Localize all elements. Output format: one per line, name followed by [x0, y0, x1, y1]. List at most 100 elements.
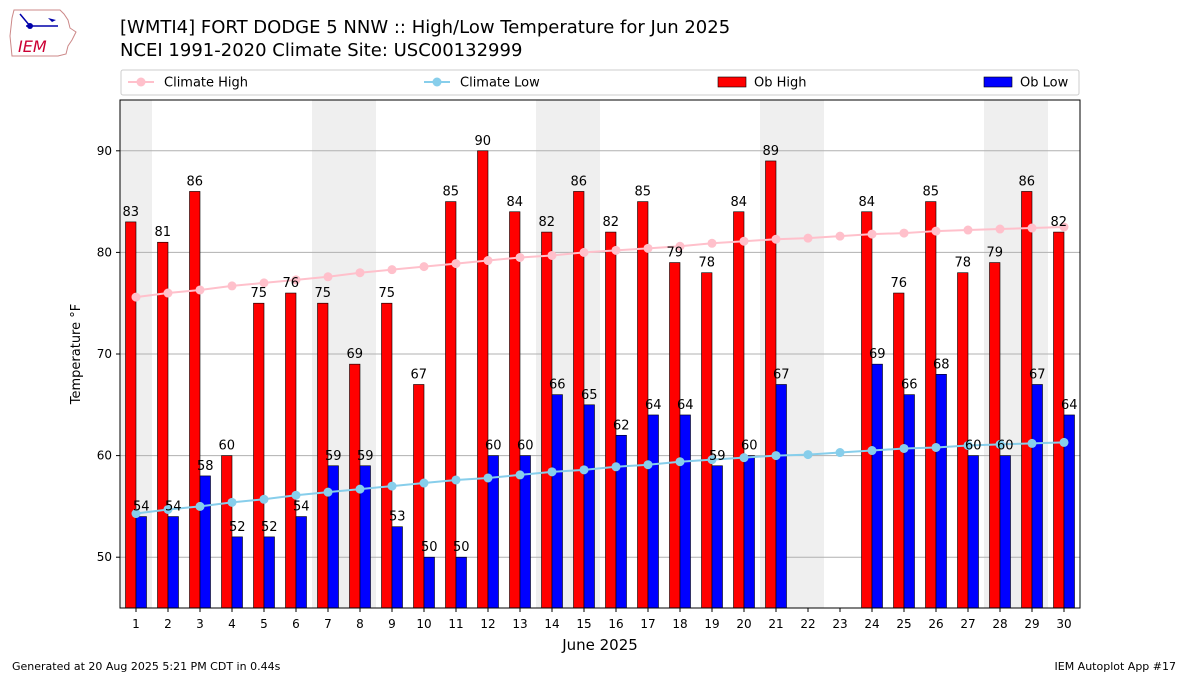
x-tick-label-22: 22	[800, 617, 815, 631]
climate-high-point-2	[163, 288, 173, 298]
ob-low-label-25: 66	[901, 378, 918, 393]
ob-high-label-28: 79	[986, 246, 1003, 261]
iem-logo: IEM	[9, 9, 77, 57]
ob-low-label-26: 68	[933, 357, 950, 372]
x-tick-label-20: 20	[736, 617, 751, 631]
climate-high-point-11	[451, 259, 461, 269]
legend-ob-high-swatch	[717, 76, 747, 88]
x-tick-label-24: 24	[864, 617, 879, 631]
climate-low-point-15	[579, 465, 589, 475]
ob-high-label-1: 83	[122, 205, 139, 220]
ob-low-label-10: 50	[421, 540, 438, 555]
legend-box	[120, 69, 1080, 96]
ob-high-bar-13	[509, 211, 521, 609]
ob-high-bar-12	[477, 150, 489, 609]
ob-low-bar-21	[775, 384, 787, 609]
grid-lines	[120, 150, 1080, 558]
ob-low-label-20: 60	[741, 439, 758, 454]
x-tick-label-23: 23	[832, 617, 847, 631]
ob-low-bar-27	[967, 455, 979, 609]
climate-high-point-17	[643, 243, 653, 253]
climate-low-point-24	[867, 446, 877, 456]
ob-high-label-30: 82	[1050, 215, 1067, 230]
climate-high-point-4	[227, 281, 237, 291]
climate-low-point-6	[291, 490, 301, 500]
y-tick-label-70: 70	[97, 347, 112, 361]
ob-low-bar-24	[871, 363, 883, 609]
climate-low-point-20	[739, 453, 749, 463]
ob-high-bar-19	[701, 272, 713, 609]
climate-high-point-9	[387, 265, 397, 275]
x-tick-label-13: 13	[512, 617, 527, 631]
x-tick-label-3: 3	[196, 617, 204, 631]
ob-high-bar-6	[285, 292, 297, 609]
x-tick-label-15: 15	[576, 617, 591, 631]
ob-low-label-9: 53	[389, 510, 406, 525]
climate-high-point-7	[323, 272, 333, 282]
climate-high-line	[135, 226, 1065, 299]
ob-low-bar-5	[263, 536, 275, 609]
ob-low-bar-6	[295, 516, 307, 609]
y-tick-label-80: 80	[97, 245, 112, 259]
ob-low-label-30: 64	[1061, 398, 1078, 413]
ob-high-label-21: 89	[762, 144, 779, 159]
climate-low-point-14	[547, 467, 557, 477]
climate-low-point-22	[803, 450, 813, 460]
climate-high-point-20	[739, 236, 749, 246]
climate-high-point-14	[547, 250, 557, 260]
footer-app: IEM Autoplot App #17	[1054, 660, 1177, 673]
x-tick-label-12: 12	[480, 617, 495, 631]
ob-low-label-29: 67	[1029, 367, 1046, 382]
ob-high-bar-30	[1053, 231, 1065, 609]
bars	[125, 150, 1075, 609]
ob-low-bar-14	[551, 394, 563, 609]
x-tick-label-29: 29	[1024, 617, 1039, 631]
ob-low-label-27: 60	[965, 439, 982, 454]
x-tick-label-26: 26	[928, 617, 943, 631]
ob-high-label-10: 67	[410, 367, 427, 382]
climate-high-point-27	[963, 225, 973, 235]
climate-low-point-10	[419, 478, 429, 488]
x-tick-label-1: 1	[132, 617, 140, 631]
legend-ob-high-label: Ob High	[754, 76, 807, 91]
x-axis-label: June 2025	[561, 636, 638, 654]
footer-generated: Generated at 20 Aug 2025 5:21 PM CDT in …	[12, 660, 281, 673]
climate-low-point-26	[931, 442, 941, 452]
ob-high-label-14: 82	[538, 215, 555, 230]
climate-high-point-13	[515, 252, 525, 262]
ob-high-label-11: 85	[442, 185, 459, 200]
y-tick-label-50: 50	[97, 550, 112, 564]
x-tick-label-16: 16	[608, 617, 623, 631]
climate-high-point-3	[195, 285, 205, 295]
x-tick-label-14: 14	[544, 617, 559, 631]
ob-low-bar-25	[903, 394, 915, 609]
climate-low-point-4	[227, 497, 237, 507]
ob-high-bar-28	[989, 262, 1001, 609]
x-tick-label-30: 30	[1056, 617, 1071, 631]
chart-subtitle: NCEI 1991-2020 Climate Site: USC00132999	[120, 40, 523, 61]
climate-low-point-16	[611, 462, 621, 472]
ob-low-bar-15	[583, 404, 595, 609]
ob-low-label-17: 64	[645, 398, 662, 413]
ob-high-label-7: 75	[314, 286, 331, 301]
ob-high-bar-3	[189, 191, 201, 609]
climate-high-point-29	[1027, 223, 1037, 233]
climate-high-point-1	[131, 292, 141, 302]
ob-low-label-14: 66	[549, 378, 566, 393]
legend: Climate High Climate Low Ob High Ob Low	[120, 69, 1080, 96]
ob-low-label-8: 59	[357, 449, 374, 464]
ob-high-bar-14	[541, 231, 553, 609]
climate-high-point-18	[675, 241, 685, 251]
ob-high-bar-29	[1021, 191, 1033, 609]
x-tick-label-25: 25	[896, 617, 911, 631]
ob-low-label-13: 60	[517, 439, 534, 454]
ob-high-label-20: 84	[730, 195, 747, 210]
climate-low-point-23	[835, 448, 845, 458]
ob-high-label-5: 75	[250, 286, 267, 301]
climate-low-point-7	[323, 487, 333, 497]
climate-high-point-5	[259, 278, 269, 288]
climate-low-point-27	[963, 440, 973, 450]
ob-low-label-5: 52	[261, 520, 278, 535]
ob-low-bar-3	[199, 475, 211, 609]
